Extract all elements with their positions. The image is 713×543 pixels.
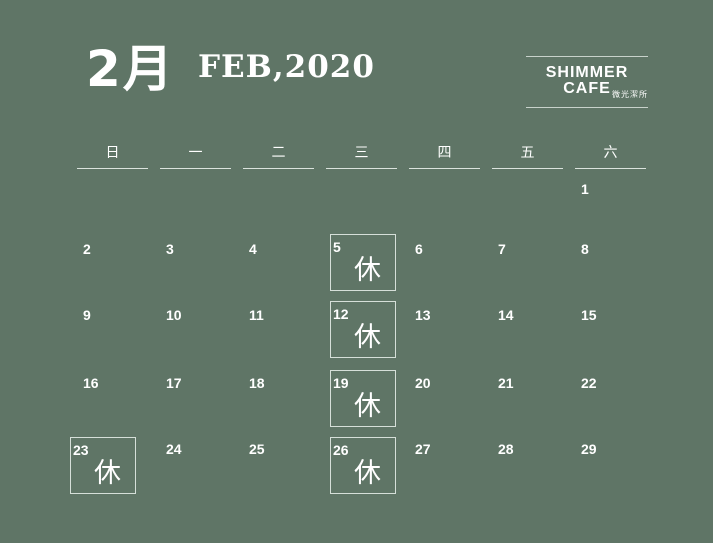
weekday-label: 六 — [603, 145, 618, 161]
day-number: 9 — [83, 307, 91, 323]
weekday-label: 三 — [354, 145, 369, 161]
closed-label: 休 — [354, 322, 381, 353]
day-number: 3 — [166, 241, 174, 257]
closed-label: 休 — [354, 391, 381, 422]
day-number: 5 — [333, 239, 341, 255]
day-number: 16 — [83, 375, 99, 391]
day-number: 26 — [333, 442, 349, 458]
day-number: 28 — [498, 441, 514, 457]
day-number: 4 — [249, 241, 257, 257]
day-number: 18 — [249, 375, 265, 391]
day-number: 29 — [581, 441, 597, 457]
closed-day-box — [330, 437, 396, 494]
brand-name: SHIMMER CAFE — [545, 64, 629, 97]
day-number: 10 — [166, 307, 182, 323]
brand-subtitle: 微光潔所 — [612, 90, 648, 99]
closed-day-box — [330, 234, 396, 291]
weekday-rule — [243, 168, 314, 169]
day-number: 13 — [415, 307, 431, 323]
day-number: 25 — [249, 441, 265, 457]
day-number: 11 — [249, 307, 264, 323]
day-number: 20 — [415, 375, 431, 391]
month-english: FEB,2020 — [198, 49, 375, 85]
weekday-rule — [492, 168, 563, 169]
day-number: 7 — [498, 241, 506, 257]
day-number: 14 — [498, 307, 514, 323]
weekday-rule — [326, 168, 397, 169]
month-number: 2月 — [86, 40, 175, 98]
day-number: 1 — [581, 181, 589, 197]
day-number: 24 — [166, 441, 182, 457]
day-number: 12 — [333, 306, 349, 322]
day-number: 23 — [73, 442, 89, 458]
day-number: 27 — [415, 441, 431, 457]
day-number: 17 — [166, 375, 182, 391]
closed-day-box — [70, 437, 136, 494]
closed-label: 休 — [354, 458, 381, 489]
day-number: 15 — [581, 307, 597, 323]
weekday-label: 四 — [437, 145, 452, 161]
day-number: 6 — [415, 241, 423, 257]
day-number: 19 — [333, 375, 349, 391]
weekday-label: 五 — [520, 145, 535, 161]
brand-logo: SHIMMER CAFE 微光潔所 — [526, 56, 648, 108]
weekday-rule — [77, 168, 148, 169]
weekday-label: 二 — [271, 145, 286, 161]
closed-label: 休 — [94, 458, 121, 489]
closed-day-box — [330, 301, 396, 358]
weekday-rule — [409, 168, 480, 169]
closed-label: 休 — [354, 255, 381, 286]
day-number: 8 — [581, 241, 589, 257]
day-number: 21 — [498, 375, 514, 391]
weekday-rule — [160, 168, 231, 169]
day-number: 2 — [83, 241, 91, 257]
day-number: 22 — [581, 375, 597, 391]
closed-day-box — [330, 370, 396, 427]
weekday-rule — [575, 168, 646, 169]
weekday-label: 日 — [105, 145, 120, 161]
weekday-label: 一 — [188, 145, 203, 161]
brand-divider — [526, 107, 648, 108]
